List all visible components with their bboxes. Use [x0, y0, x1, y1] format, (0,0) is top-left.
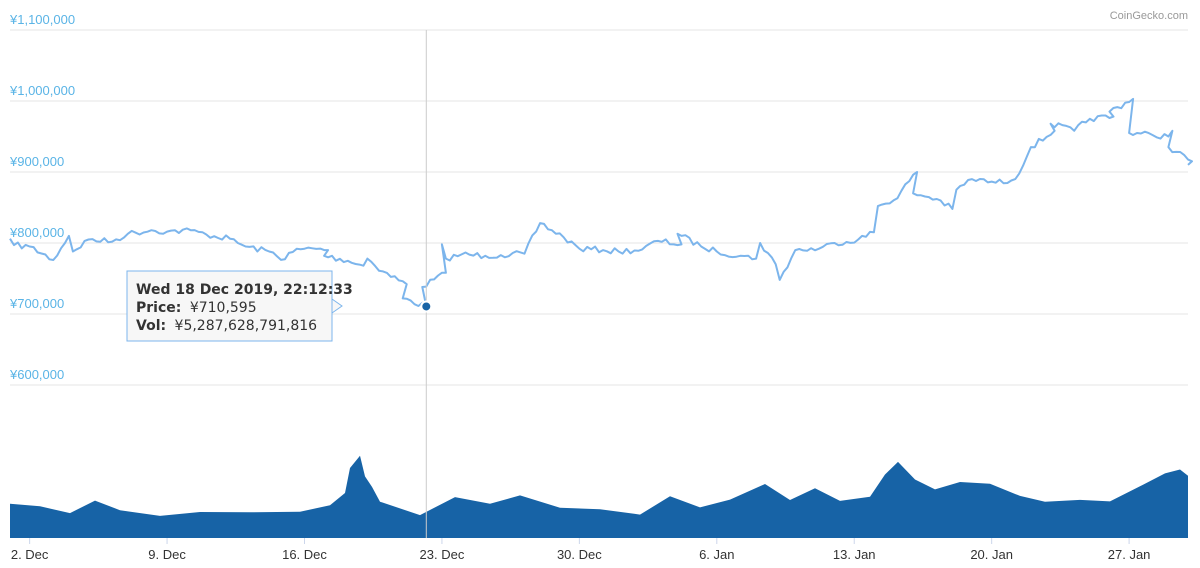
y-axis-ticks: ¥1,100,000 ¥1,000,000 ¥900,000 ¥800,000 ¥700…	[9, 12, 75, 382]
price-line[interactable]	[9, 97, 1193, 308]
x-tick-label: 23. Dec	[420, 547, 465, 562]
x-axis-ticks: 2. Dec 9. Dec 16. Dec 23. Dec 30. Dec 6. Jan 1…	[11, 538, 1151, 562]
x-tick-label: 6. Jan	[699, 547, 734, 562]
y-tick-label: ¥1,100,000	[9, 12, 75, 27]
x-tick-label: 27. Jan	[1108, 547, 1151, 562]
x-tick-label: 20. Jan	[970, 547, 1013, 562]
tooltip: Wed 18 Dec 2019, 22:12:33 Price: ¥710,59…	[126, 270, 353, 342]
x-tick-label: 2. Dec	[11, 547, 49, 562]
tooltip-box	[126, 270, 343, 342]
hover-point-marker	[420, 300, 433, 313]
y-tick-label: ¥800,000	[9, 225, 64, 240]
credit-label[interactable]: CoinGecko.com	[1110, 10, 1188, 22]
y-tick-label: ¥1,000,000	[9, 83, 75, 98]
volume-area[interactable]	[10, 455, 1188, 538]
x-tick-label: 13. Jan	[833, 547, 876, 562]
tooltip-date: Wed 18 Dec 2019, 22:12:33	[136, 282, 353, 298]
tooltip-vol-value: ¥5,287,628,791,816	[175, 318, 318, 334]
tooltip-price-row: Price: ¥710,595	[136, 300, 257, 316]
y-tick-label: ¥700,000	[9, 296, 64, 311]
y-tick-label: ¥900,000	[9, 154, 64, 169]
tooltip-price-value: ¥710,595	[190, 300, 257, 316]
tooltip-vol-label: Vol:	[136, 318, 166, 334]
x-tick-label: 16. Dec	[282, 547, 327, 562]
x-tick-label: 30. Dec	[557, 547, 602, 562]
tooltip-price-label: Price:	[136, 300, 181, 316]
tooltip-vol-row: Vol: ¥5,287,628,791,816	[136, 318, 317, 334]
y-tick-label: ¥600,000	[9, 367, 64, 382]
x-tick-label: 9. Dec	[148, 547, 186, 562]
